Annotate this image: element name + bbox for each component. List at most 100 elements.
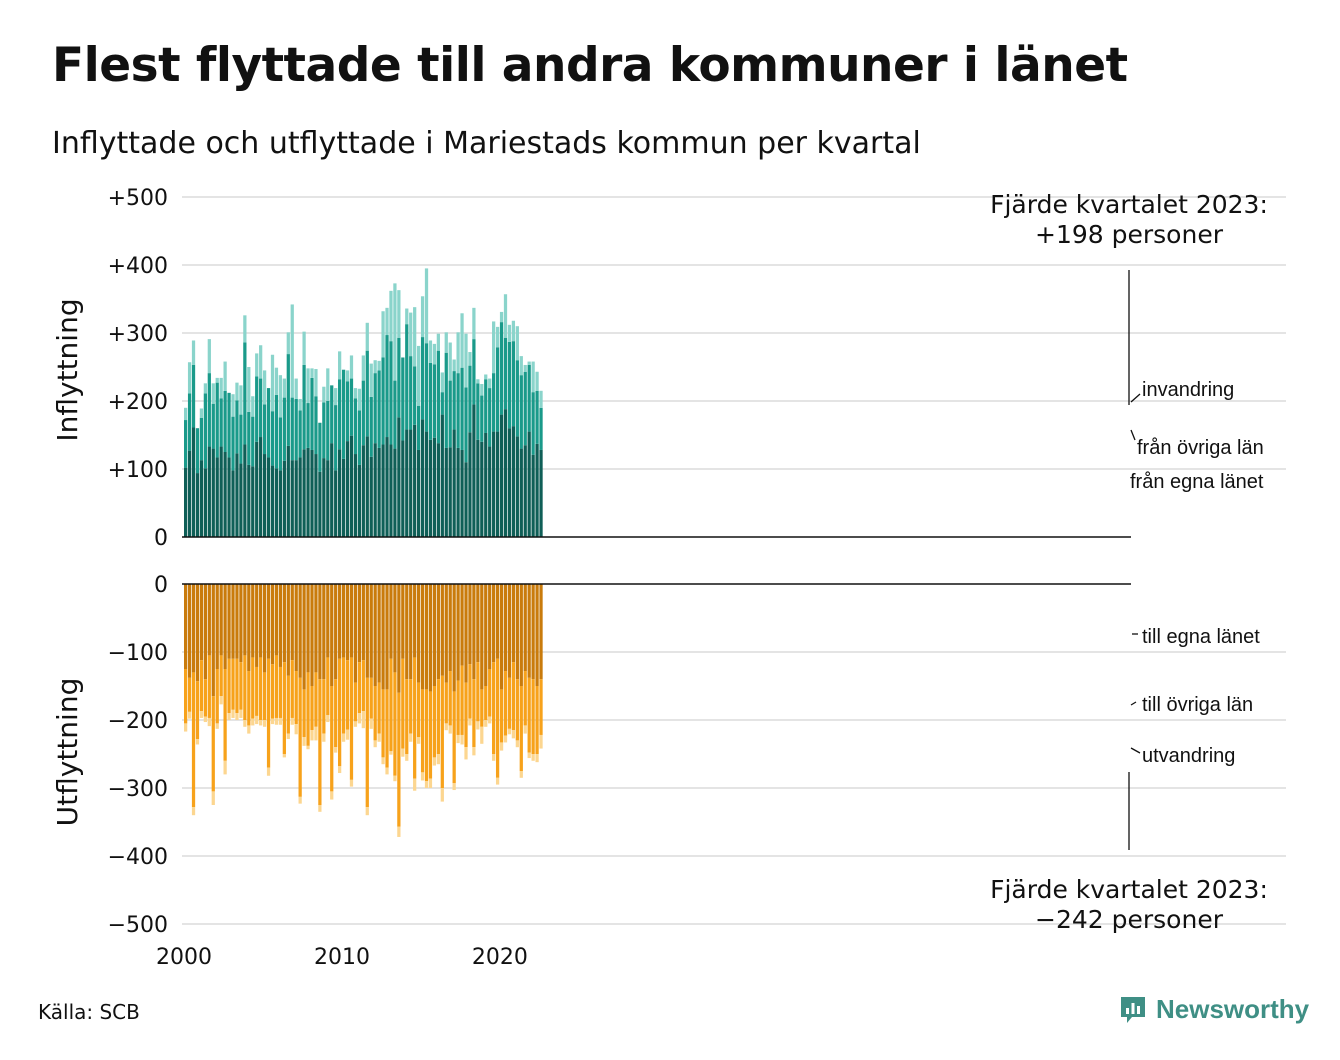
bar-in-2 — [369, 363, 373, 397]
bar-in-2 — [503, 294, 508, 338]
bar-out-1 — [266, 658, 271, 768]
bar-in-1 — [286, 354, 290, 446]
bar-out-2 — [484, 720, 488, 727]
bar-in-2 — [381, 311, 385, 358]
bar-out-2 — [195, 739, 200, 745]
bar-in-2 — [298, 398, 302, 411]
bar-in-1 — [322, 402, 326, 459]
bar-out-2 — [507, 728, 512, 735]
bar-in-2 — [416, 345, 421, 406]
bar-in-0 — [219, 446, 223, 537]
bar-out-1 — [444, 682, 448, 724]
bar-out-2 — [274, 717, 279, 725]
bar-out-1 — [503, 671, 508, 736]
bar-out-0 — [282, 584, 286, 663]
bar-in-1 — [203, 393, 207, 469]
bar-out-2 — [255, 715, 259, 725]
bar-in-1 — [290, 397, 294, 461]
bar-in-1 — [314, 396, 318, 455]
bar-out-2 — [318, 805, 322, 812]
bar-out-2 — [428, 778, 433, 788]
bar-out-0 — [322, 584, 326, 680]
bar-out-2 — [397, 826, 401, 837]
annotation-bottom-line1: Fjärde kvartalet 2023: — [990, 875, 1268, 904]
bar-in-0 — [274, 468, 279, 537]
bar-out-2 — [361, 711, 365, 729]
bar-out-2 — [436, 754, 440, 765]
bar-out-0 — [270, 584, 275, 665]
bar-in-2 — [310, 368, 314, 378]
bar-out-0 — [215, 584, 219, 669]
bar-out-2 — [515, 740, 519, 748]
bar-out-1 — [397, 692, 401, 827]
bar-in-1 — [365, 350, 369, 437]
bar-in-1 — [444, 352, 448, 448]
bar-in-0 — [227, 457, 231, 537]
bar-out-1 — [345, 660, 350, 730]
bar-out-1 — [523, 671, 527, 726]
bar-out-1 — [448, 671, 452, 726]
bar-in-1 — [377, 370, 381, 448]
bar-in-1 — [345, 381, 350, 442]
bar-in-1 — [278, 417, 283, 471]
bar-out-0 — [472, 584, 476, 680]
chart-bubble-icon — [1121, 996, 1145, 1023]
bar-in-2 — [243, 315, 247, 343]
legend-till-egna-lanet: till egna länet — [1142, 626, 1260, 648]
bar-out-2 — [492, 754, 496, 761]
bar-out-1 — [227, 658, 231, 714]
bar-out-2 — [247, 725, 251, 734]
bar-in-0 — [420, 419, 425, 537]
bar-in-0 — [361, 445, 365, 537]
bar-out-0 — [326, 584, 330, 658]
bar-out-0 — [191, 584, 196, 673]
bar-out-0 — [460, 584, 464, 666]
bar-out-0 — [495, 584, 500, 659]
bar-out-2 — [322, 733, 326, 742]
bar-in-0 — [207, 446, 211, 537]
bar-out-1 — [247, 671, 251, 726]
bar-out-2 — [420, 772, 425, 781]
leader-utvandring — [1130, 747, 1141, 754]
bar-in-0 — [191, 427, 196, 537]
bar-out-1 — [294, 671, 298, 725]
bar-in-1 — [330, 385, 334, 444]
bar-out-1 — [495, 658, 500, 778]
bar-in-2 — [326, 368, 330, 401]
bar-out-1 — [401, 658, 405, 749]
bar-out-0 — [199, 584, 204, 661]
bar-in-2 — [535, 371, 539, 391]
bar-in-2 — [334, 388, 338, 406]
bar-out-2 — [464, 747, 468, 760]
bar-out-2 — [345, 729, 350, 740]
x-tick-label: 2020 — [472, 945, 528, 970]
bar-out-2 — [203, 716, 207, 723]
bar-in-1 — [373, 373, 377, 444]
leader-fran-ovriga-lan — [1130, 429, 1136, 441]
bar-in-2 — [353, 388, 358, 399]
y-tick-label: −200 — [108, 709, 168, 734]
bar-out-1 — [456, 680, 460, 735]
bar-out-0 — [219, 584, 223, 656]
bar-in-0 — [428, 439, 433, 537]
bar-out-1 — [488, 669, 492, 717]
bar-out-2 — [413, 778, 417, 791]
bar-out-2 — [286, 733, 290, 740]
bar-in-2 — [507, 324, 512, 342]
bar-in-0 — [318, 471, 322, 537]
bar-out-0 — [286, 584, 290, 676]
bar-in-0 — [290, 460, 294, 537]
bar-in-1 — [539, 407, 543, 450]
bars-inflyttning — [182, 268, 1131, 538]
brand-logo: Newsworthy — [1118, 994, 1309, 1025]
bar-out-0 — [468, 584, 472, 665]
bar-out-1 — [199, 660, 204, 712]
bar-in-1 — [239, 414, 243, 464]
bar-out-0 — [381, 584, 385, 690]
bar-out-2 — [326, 715, 330, 723]
bar-in-1 — [199, 418, 204, 461]
bar-out-1 — [219, 655, 223, 697]
bar-out-2 — [472, 747, 476, 756]
bar-out-1 — [511, 662, 516, 731]
